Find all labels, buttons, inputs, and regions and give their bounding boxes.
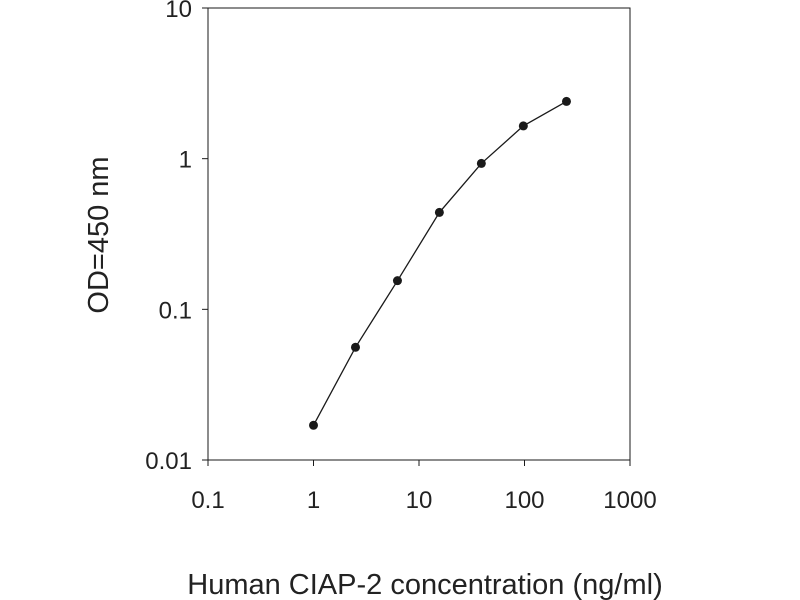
plot-frame	[207, 7, 631, 461]
series-line	[312, 100, 567, 426]
data-point	[392, 276, 402, 286]
data-point	[434, 207, 444, 217]
x-tick-label: 0.1	[191, 487, 224, 514]
x-tick-label: 100	[504, 487, 544, 514]
y-axis-title: OD=450 nm	[83, 156, 115, 313]
y-tick-label: 0.01	[145, 448, 192, 475]
series-layer	[309, 96, 571, 430]
data-point	[518, 121, 528, 131]
data-point	[561, 96, 571, 106]
x-tick-label: 1	[307, 487, 320, 514]
x-axis: 0.1 1 10 100 1000	[191, 460, 657, 514]
y-tick-label: 0.1	[159, 297, 192, 324]
x-tick-label: 10	[406, 487, 433, 514]
x-axis-title: Human CIAP-2 concentration (ng/ml)	[187, 569, 662, 600]
data-point	[309, 420, 318, 430]
data-point	[476, 158, 486, 168]
y-tick-label: 1	[179, 147, 192, 174]
data-point	[350, 342, 360, 352]
y-tick-label: 10	[165, 0, 192, 23]
y-axis: 0.01 0.1 1 10	[145, 0, 208, 475]
x-tick-label: 1000	[603, 487, 656, 514]
